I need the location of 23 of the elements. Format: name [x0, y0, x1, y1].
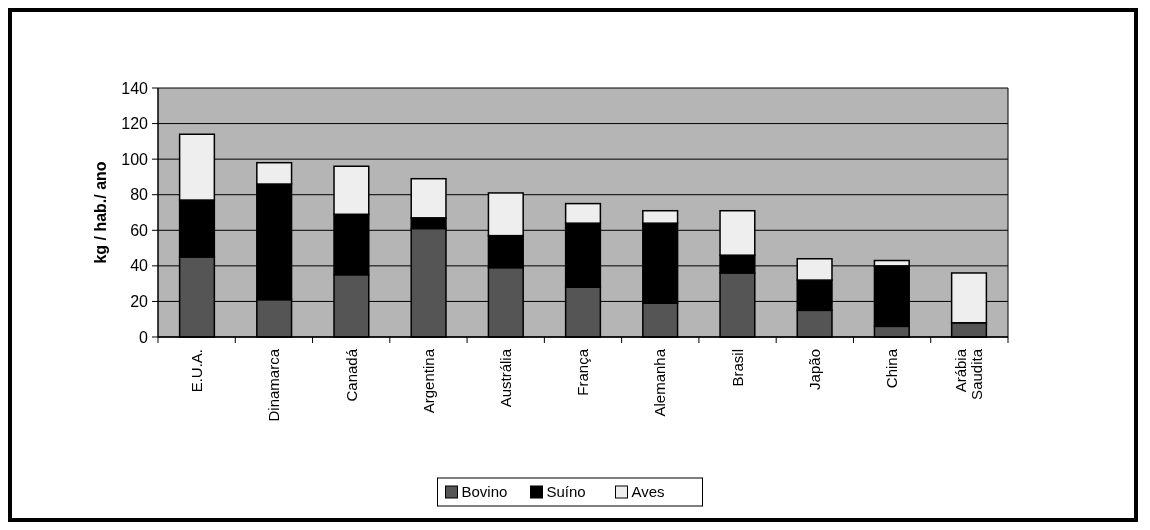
legend-label: Bovino [461, 483, 508, 501]
x-tick-label: China [883, 348, 901, 389]
x-tick-label: Argentina [419, 348, 437, 414]
x-tick-label: Japão [805, 349, 823, 390]
x-tick-label: E.U.A. [188, 349, 206, 393]
x-tick-label: Alemanha [651, 348, 669, 417]
y-tick-label: 80 [130, 186, 149, 204]
legend-label: Aves [631, 483, 665, 501]
y-tick-label: 100 [121, 150, 149, 168]
y-tick-label: 40 [130, 257, 149, 275]
y-tick-label: 140 [121, 79, 149, 97]
y-tick-label: 60 [130, 221, 149, 239]
y-tick-label: 0 [139, 328, 149, 346]
x-tick-label: Brasil [728, 349, 746, 387]
x-tick-label: França [574, 348, 592, 396]
x-tick-label: Austrália [497, 348, 515, 408]
legend-label: Suíno [546, 483, 586, 501]
y-tick-label: 120 [121, 115, 149, 133]
x-tick-label: Dinamarca [265, 348, 283, 422]
x-tick-label: Canadá [342, 348, 360, 402]
y-axis-title: kg / hab./ ano [92, 161, 109, 264]
y-tick-label: 20 [130, 293, 149, 311]
x-tick-label: Arábia Saudita [952, 348, 986, 400]
